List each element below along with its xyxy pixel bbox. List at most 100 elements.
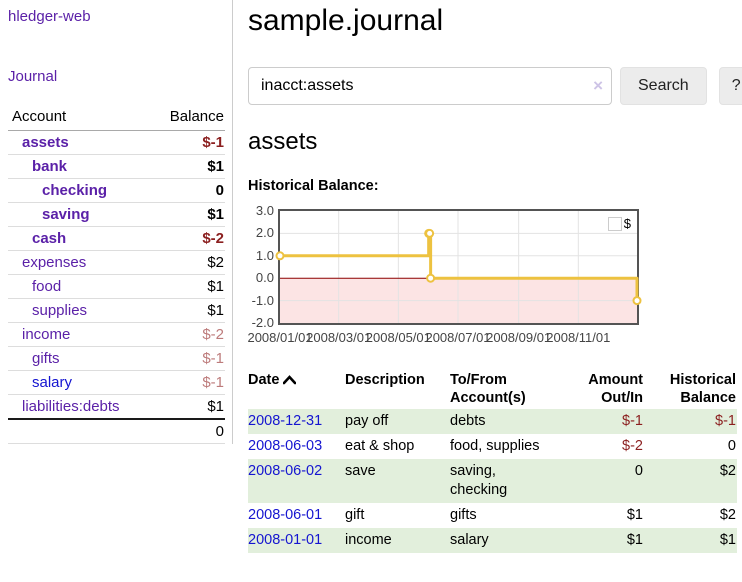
- account-row: income $-2: [8, 322, 225, 347]
- accounts-total-balance: 0: [149, 418, 225, 444]
- account-row: supplies $1: [8, 298, 225, 323]
- account-row: cash $-2: [8, 226, 225, 251]
- transaction-description: income: [345, 528, 450, 553]
- account-row: saving $1: [8, 202, 225, 227]
- account-link[interactable]: bank: [32, 158, 68, 175]
- account-balance: $-1: [149, 130, 225, 155]
- transaction-accounts: saving, checking: [450, 459, 551, 503]
- sort-ascending-icon: [283, 375, 297, 385]
- chart-heading: Historical Balance:: [248, 178, 379, 194]
- help-button[interactable]: ?: [718, 67, 742, 105]
- transaction-amount: 0: [551, 459, 644, 503]
- account-row: liabilities:debts $1: [8, 394, 225, 420]
- transaction-row: 2008-01-01 income salary $1 $1: [248, 528, 737, 553]
- account-balance: $1: [149, 394, 225, 420]
- register-table: Date Description To/From Account(s) Amount Ou…: [248, 369, 737, 553]
- account-row: bank $1: [8, 154, 225, 179]
- register-header-date[interactable]: Date: [248, 369, 345, 409]
- register-header-amount: Amount Out/In: [588, 372, 643, 406]
- search-input[interactable]: [248, 67, 612, 105]
- account-link[interactable]: supplies: [32, 302, 88, 319]
- y-axis-tick-label: 0.0: [255, 270, 274, 286]
- account-link[interactable]: liabilities:debts: [22, 398, 120, 415]
- accounts-header-account: Account: [8, 105, 150, 131]
- x-axis-tick-label: 2008/03/01: [306, 330, 372, 345]
- y-axis-tick-label: 3.0: [255, 203, 274, 218]
- transaction-balance: 0: [727, 438, 736, 454]
- transaction-date-link[interactable]: 2008-06-02: [248, 463, 323, 479]
- account-link[interactable]: gifts: [32, 350, 60, 367]
- search-button[interactable]: Search: [620, 67, 707, 105]
- register-header-description: Description: [345, 372, 425, 388]
- x-axis-tick-label: 2008/01/01: [247, 330, 313, 345]
- account-row: salary $-1: [8, 370, 225, 395]
- x-axis-tick-label: 2008/07/01: [425, 330, 491, 345]
- y-axis-tick-label: 1.0: [255, 247, 274, 263]
- transaction-row: 2008-12-31 pay off debts $-1 $-1: [248, 409, 737, 434]
- transaction-date-link[interactable]: 2008-12-31: [248, 413, 323, 429]
- account-balance: 0: [149, 178, 225, 203]
- account-link[interactable]: saving: [42, 206, 90, 223]
- account-balance: $-1: [149, 370, 225, 395]
- transaction-balance: $2: [644, 459, 737, 503]
- transaction-accounts: food, supplies: [450, 438, 540, 454]
- accounts-header-balance: Balance: [149, 105, 225, 131]
- account-row: checking 0: [8, 178, 225, 203]
- account-balance: $1: [149, 274, 225, 299]
- transaction-date-link[interactable]: 2008-06-03: [248, 438, 323, 454]
- account-row: assets $-1: [8, 130, 225, 155]
- search-box: ×: [248, 67, 612, 105]
- y-axis-tick-label: -1.0: [251, 292, 274, 308]
- transaction-accounts: salary: [450, 528, 551, 553]
- transaction-description: gift: [345, 507, 365, 523]
- sidebar-item-journal[interactable]: Journal: [8, 68, 58, 85]
- account-link[interactable]: cash: [32, 230, 67, 247]
- app-brand: hledger-web: [8, 8, 91, 25]
- account-row: food $1: [8, 274, 225, 299]
- account-link[interactable]: assets: [22, 134, 69, 151]
- y-axis-tick-label: 2.0: [255, 225, 274, 241]
- page-title: sample.journal: [248, 4, 444, 37]
- search-form: × Search ?: [248, 67, 742, 105]
- account-link[interactable]: checking: [42, 182, 108, 199]
- transaction-description: eat & shop: [345, 438, 415, 454]
- transaction-row: 2008-06-01 gift gifts $1 $2: [248, 503, 737, 528]
- main-content: sample.journal × Search ? assets Histori…: [247, 0, 742, 553]
- y-axis-tick-label: -2.0: [251, 315, 274, 330]
- accounts-table: Account Balance assets $-1 bank $1 checking 0…: [8, 105, 225, 444]
- transaction-date-link[interactable]: 2008-01-01: [248, 532, 323, 548]
- transaction-amount: $-2: [622, 438, 643, 454]
- transaction-amount: $-1: [551, 409, 644, 434]
- account-balance: $1: [149, 202, 225, 227]
- account-link[interactable]: food: [32, 278, 62, 295]
- chart-plot-area: $: [275, 209, 642, 325]
- account-row: gifts $-1: [8, 346, 225, 371]
- account-balance: $1: [149, 154, 225, 179]
- transaction-balance: $2: [719, 507, 736, 523]
- account-balance: $-2: [149, 322, 225, 347]
- register-header-historical: Historical Balance: [669, 372, 736, 406]
- account-link[interactable]: income: [22, 326, 71, 343]
- account-row: expenses $2: [8, 250, 225, 275]
- clear-search-icon[interactable]: ×: [593, 76, 603, 95]
- account-balance: $-1: [149, 346, 225, 371]
- account-balance: $2: [149, 250, 225, 275]
- transaction-balance: $1: [644, 528, 737, 553]
- transaction-balance: $-1: [644, 409, 737, 434]
- transaction-amount: $1: [626, 507, 643, 523]
- transaction-description: pay off: [345, 409, 450, 434]
- account-link[interactable]: expenses: [22, 254, 87, 271]
- account-balance: $-2: [149, 226, 225, 251]
- transaction-date-link[interactable]: 2008-06-01: [248, 507, 323, 523]
- legend-label: $: [623, 216, 631, 231]
- transaction-accounts: debts: [450, 409, 551, 434]
- account-link[interactable]: salary: [32, 374, 73, 391]
- legend-swatch-icon: [607, 216, 622, 231]
- chart-series-svg: [275, 211, 642, 323]
- account-balance: $1: [149, 298, 225, 323]
- x-axis-tick-label: 2008/11/01: [546, 330, 611, 345]
- transaction-row: 2008-06-02 save saving, checking 0 $2: [248, 459, 737, 503]
- historical-balance-chart: $ 3.0 2.0 1.0 0.0 -1.0 -2.0 2008/01/01 2008/03/…: [247, 204, 737, 351]
- account-heading: assets: [248, 128, 318, 155]
- x-axis-tick-label: 2008/05/01: [365, 330, 431, 345]
